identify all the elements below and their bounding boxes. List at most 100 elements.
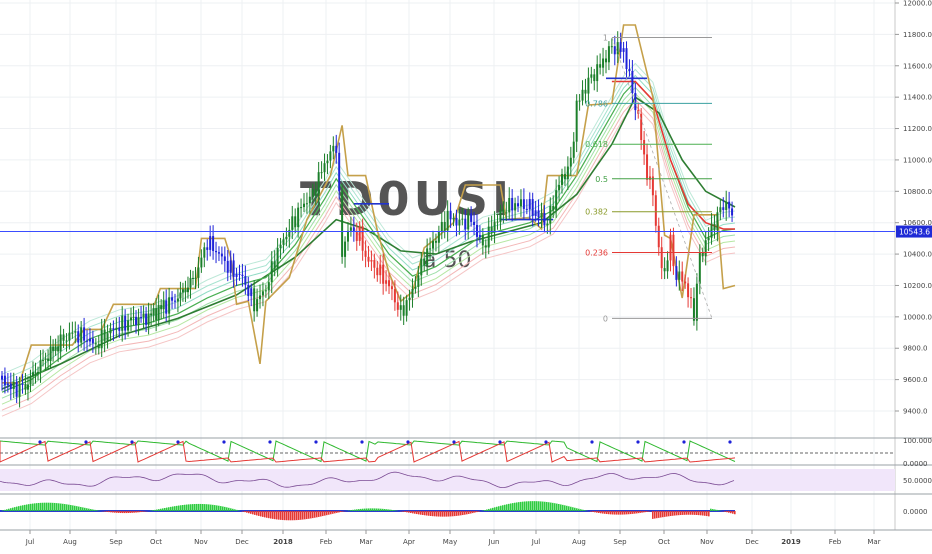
macd-bar <box>198 504 200 511</box>
candle-body <box>224 256 226 261</box>
candle-body <box>435 241 437 243</box>
macd-bar <box>476 511 478 512</box>
macd-bar <box>570 507 572 511</box>
candle-body <box>233 260 235 276</box>
macd-bar <box>312 511 314 518</box>
macd-bar <box>30 504 32 511</box>
candle-body <box>244 276 246 285</box>
candle-body <box>643 140 645 154</box>
candle-body <box>29 377 31 385</box>
aroon-signal-dot <box>176 440 179 443</box>
candle-body <box>617 42 619 54</box>
aroon-signal-dot <box>498 440 501 443</box>
macd-bar <box>260 511 262 516</box>
candle-body <box>350 227 352 230</box>
candle-body <box>705 240 707 256</box>
macd-bar <box>622 511 624 515</box>
macd-bar <box>156 510 158 511</box>
macd-bar <box>46 503 48 511</box>
macd-bar <box>206 504 208 511</box>
aroon-axis-label: 100.0000 <box>903 437 932 445</box>
macd-bar <box>74 506 76 511</box>
macd-bar <box>244 511 246 512</box>
macd-bar <box>564 505 566 511</box>
macd-bar <box>532 501 534 511</box>
candle-body <box>373 260 375 268</box>
candle-body <box>359 226 361 241</box>
macd-bar <box>338 511 340 512</box>
candle-body <box>212 236 214 251</box>
candle-body <box>731 208 733 215</box>
macd-bar <box>412 511 414 513</box>
macd-bar <box>314 511 316 518</box>
time-axis-label: May <box>443 538 457 546</box>
candle-body <box>675 266 677 280</box>
candle-body <box>163 300 165 309</box>
macd-bar <box>386 509 388 511</box>
macd-bar <box>204 504 206 511</box>
macd-bar <box>430 511 432 516</box>
candle-body <box>236 274 238 277</box>
candle-body <box>89 338 91 341</box>
macd-bar <box>140 511 142 512</box>
price-axis-label: 10400.0 <box>903 251 932 259</box>
price-axis-label: 11200.0 <box>903 125 932 133</box>
candle-body <box>315 189 317 196</box>
candle-body <box>494 222 496 233</box>
macd-bar <box>432 511 434 516</box>
candle-body <box>107 333 109 341</box>
aroon-signal-dot <box>590 440 593 443</box>
macd-bar <box>568 506 570 511</box>
candle-body <box>716 212 718 230</box>
macd-bar <box>52 503 54 511</box>
macd-bar <box>518 502 520 511</box>
macd-bar <box>638 511 640 513</box>
macd-bar <box>626 511 628 514</box>
macd-bar <box>336 511 338 513</box>
time-axis-label: Feb <box>320 538 333 546</box>
aroon-signal-dot <box>406 440 409 443</box>
macd-bar <box>414 511 416 514</box>
macd-bar <box>14 507 16 511</box>
fib-level-label: 0.5 <box>595 175 608 184</box>
macd-bar <box>296 511 298 520</box>
candle-body <box>646 154 648 179</box>
macd-bar <box>284 511 286 520</box>
candle-body <box>335 146 337 153</box>
candle-body <box>60 334 62 351</box>
macd-bar <box>490 508 492 511</box>
macd-bar <box>494 507 496 511</box>
time-axis-label: Sep <box>109 538 123 546</box>
macd-bar <box>318 511 320 517</box>
aroon-signal-dot <box>222 440 225 443</box>
candle-body <box>476 225 478 237</box>
macd-bar <box>136 511 138 512</box>
candle-body <box>42 360 44 361</box>
macd-bar <box>186 505 188 511</box>
fib-level-label: 1 <box>603 34 608 43</box>
aroon-signal-dot <box>682 440 685 443</box>
macd-bar <box>422 511 424 515</box>
macd-bar <box>196 504 198 511</box>
candle-body <box>230 260 232 272</box>
candle-body <box>411 289 413 298</box>
candle-body <box>24 384 26 390</box>
macd-bar <box>68 505 70 511</box>
macd-bar <box>716 510 718 511</box>
time-axis-label: Oct <box>658 538 670 546</box>
macd-bar <box>730 511 732 513</box>
macd-bar <box>232 509 234 511</box>
macd-bar <box>110 511 112 512</box>
candle-body <box>388 280 390 286</box>
macd-bar <box>660 511 662 518</box>
macd-bar <box>584 510 586 511</box>
macd-bar <box>340 511 342 512</box>
aroon-signal-dot <box>130 440 133 443</box>
macd-bar <box>630 511 632 514</box>
candle-body <box>291 216 293 230</box>
macd-bar <box>4 510 6 511</box>
macd-bar <box>694 511 696 515</box>
candle-body <box>669 235 671 261</box>
macd-bar <box>554 503 556 511</box>
macd-bar <box>458 511 460 516</box>
